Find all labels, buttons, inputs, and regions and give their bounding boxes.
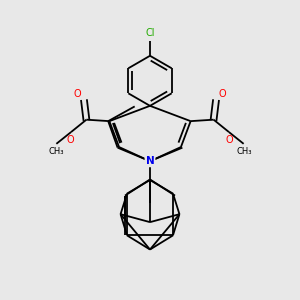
Text: O: O <box>74 89 81 99</box>
Text: O: O <box>219 89 226 99</box>
Text: CH₃: CH₃ <box>48 147 64 156</box>
Text: O: O <box>226 135 234 145</box>
Text: Cl: Cl <box>145 28 155 38</box>
Text: CH₃: CH₃ <box>236 147 252 156</box>
Text: O: O <box>66 135 74 145</box>
Text: N: N <box>146 156 154 166</box>
